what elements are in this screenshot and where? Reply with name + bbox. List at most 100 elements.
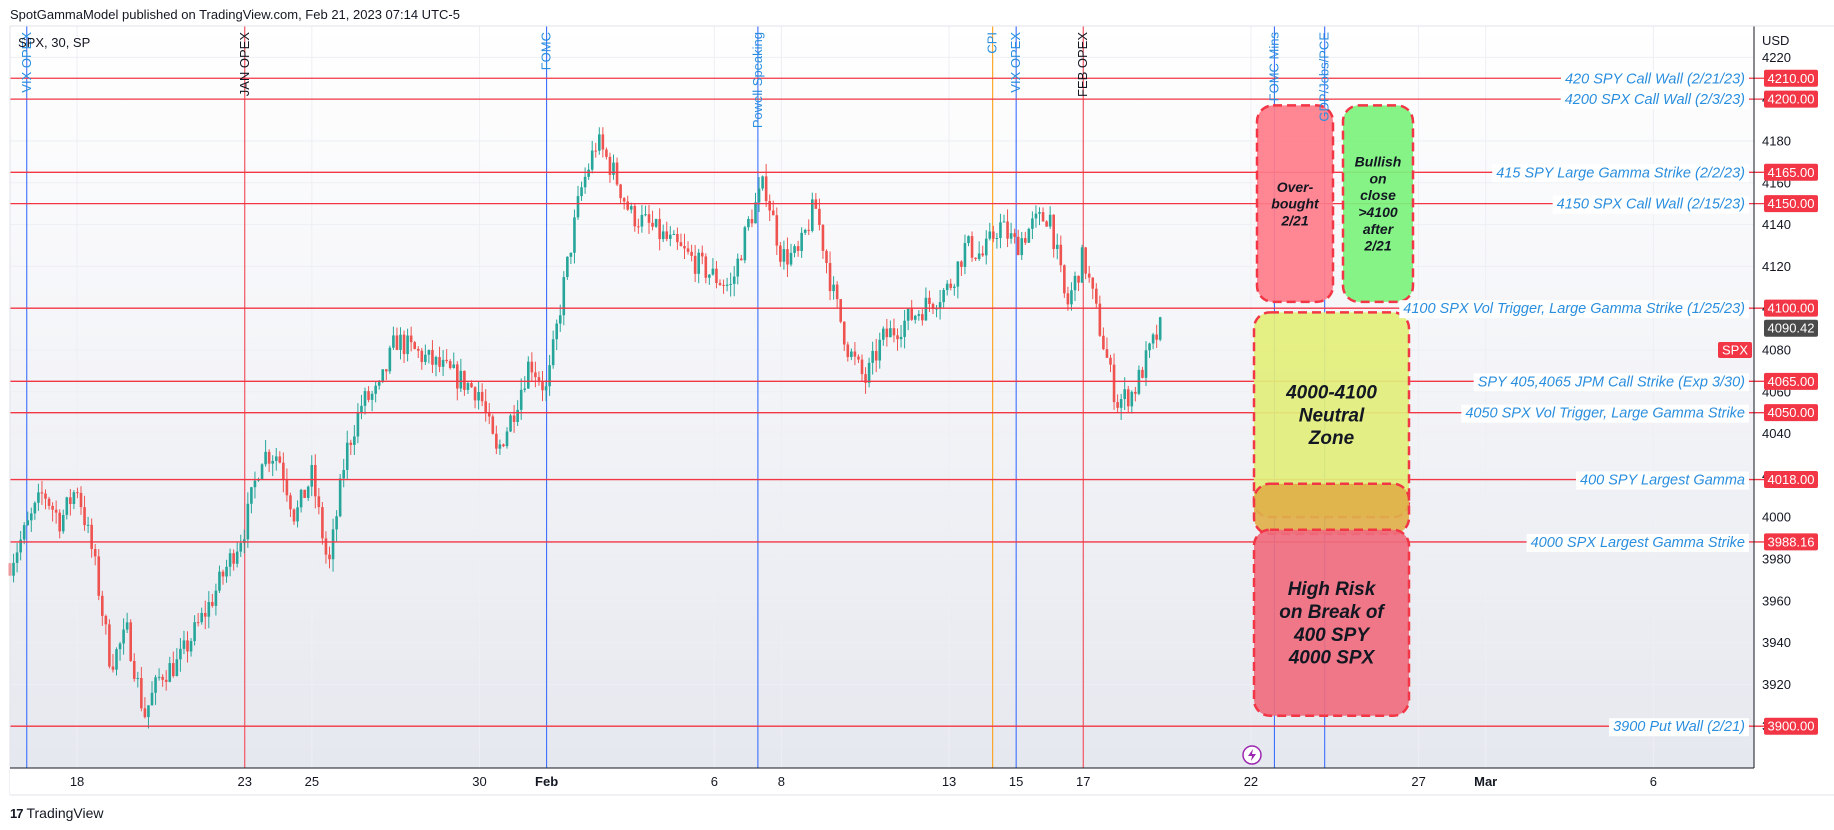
- candle-body: [1066, 293, 1070, 305]
- x-tick-label: 18: [70, 774, 84, 789]
- candle-body: [207, 602, 211, 617]
- candle-body: [1070, 290, 1073, 305]
- price-badge: [1764, 533, 1818, 551]
- candle-body: [516, 409, 519, 422]
- candle-body: [1045, 221, 1048, 227]
- x-tick-label: 6: [711, 774, 718, 789]
- candle-body: [697, 252, 700, 274]
- brand-name: TradingView: [26, 805, 104, 821]
- x-tick-label: Mar: [1474, 774, 1497, 789]
- candle-body: [377, 381, 381, 386]
- candle-body: [456, 364, 459, 389]
- candle-body: [743, 227, 747, 261]
- candle-body: [101, 595, 104, 616]
- candle-body: [299, 489, 303, 508]
- candle-body: [1155, 334, 1158, 340]
- candle-body: [931, 303, 935, 309]
- candle-body: [434, 356, 438, 365]
- candle-body: [317, 496, 321, 508]
- candle-body: [718, 283, 722, 285]
- candle-body: [381, 369, 385, 382]
- level-label: 4000 SPX Largest Gamma Strike: [1531, 535, 1745, 551]
- x-tick-label: 22: [1244, 774, 1258, 789]
- candle-body: [90, 524, 93, 549]
- candle-body: [885, 328, 889, 338]
- time-axis[interactable]: 18 23 25 30 Feb 6 8 13 15 17 22 27 Mar 6: [70, 774, 1657, 789]
- tradingview-footer[interactable]: 17 TradingView: [10, 805, 104, 821]
- candle-body: [278, 456, 282, 463]
- candle-body: [115, 649, 118, 670]
- event-label: CPI: [985, 32, 1000, 54]
- candle-body: [793, 246, 796, 253]
- candle-body: [392, 335, 395, 348]
- candle-body: [147, 705, 150, 718]
- candle-body: [736, 258, 740, 277]
- candle-body: [846, 344, 850, 358]
- candle-body: [1077, 275, 1080, 283]
- candle-body: [321, 507, 324, 539]
- candle-body: [637, 226, 640, 228]
- candle-body: [608, 156, 612, 175]
- price-badge: [1764, 163, 1818, 181]
- event-label: VIX OPEX: [19, 32, 34, 93]
- candle-body: [729, 283, 732, 285]
- candle-body: [473, 387, 477, 401]
- price-badges: 4210.00 4200.00 4165.00 4150.00 4100.00 4065.…: [1718, 69, 1818, 735]
- candle-body: [988, 231, 992, 239]
- candle-body: [274, 456, 278, 461]
- candle-body: [945, 283, 949, 291]
- candle-body: [203, 612, 207, 617]
- lightning-icon[interactable]: [1242, 745, 1262, 765]
- candle-body: [647, 214, 651, 223]
- candle-body: [157, 676, 161, 678]
- candle-body: [441, 359, 445, 367]
- price-badge-text: 4150.00: [1768, 196, 1815, 211]
- level-label: 4050 SPX Vol Trigger, Large Gamma Strike: [1465, 406, 1745, 422]
- zone-text: after: [1363, 221, 1395, 237]
- candle-body: [874, 350, 878, 361]
- candle-body: [764, 176, 768, 202]
- x-tick-label: 23: [238, 774, 252, 789]
- y-tick-label: 4040: [1762, 426, 1791, 441]
- candle-body: [864, 374, 867, 383]
- price-badge-text: 4100.00: [1768, 301, 1815, 316]
- candle-body: [566, 256, 569, 278]
- zone-text: close: [1360, 187, 1396, 203]
- candle-body: [683, 246, 686, 249]
- price-badge: [1764, 90, 1818, 108]
- candle-body: [132, 660, 136, 679]
- candle-body: [232, 553, 235, 564]
- candle-body: [622, 198, 626, 202]
- price-axis[interactable]: 4220420041804160414041204100408040604040…: [1762, 50, 1791, 734]
- candle-body: [857, 356, 860, 360]
- candle-body: [186, 640, 189, 652]
- candle-body: [612, 162, 615, 175]
- price-badge: [1764, 717, 1818, 735]
- candle-body: [1027, 228, 1031, 243]
- candle-body: [399, 334, 402, 350]
- candle-body: [264, 451, 267, 465]
- level-labels: 420 SPY Call Wall (2/21/23) 4200 SPX Call…: [1399, 70, 1749, 737]
- candle-body: [605, 149, 608, 157]
- candle-body: [654, 219, 658, 227]
- event-label: JAN OPEX: [237, 32, 252, 97]
- candle-body: [757, 188, 761, 203]
- candle-body: [860, 359, 864, 375]
- y-tick-label: 3960: [1762, 593, 1791, 608]
- candle-body: [182, 640, 186, 649]
- candle-body: [786, 249, 789, 265]
- candle-body: [140, 678, 143, 709]
- candle-body: [1144, 350, 1148, 378]
- candle-body: [324, 538, 328, 555]
- candle-body: [477, 391, 480, 401]
- candle-body: [700, 252, 704, 257]
- candle-body: [342, 469, 345, 479]
- candle-body: [125, 622, 129, 630]
- x-tick-label: Feb: [535, 774, 558, 789]
- candle-body: [498, 444, 502, 449]
- price-badge-text: 3900.00: [1768, 719, 1815, 734]
- candle-body: [1130, 391, 1134, 407]
- candle-body: [37, 492, 40, 503]
- candle-body: [1087, 273, 1091, 278]
